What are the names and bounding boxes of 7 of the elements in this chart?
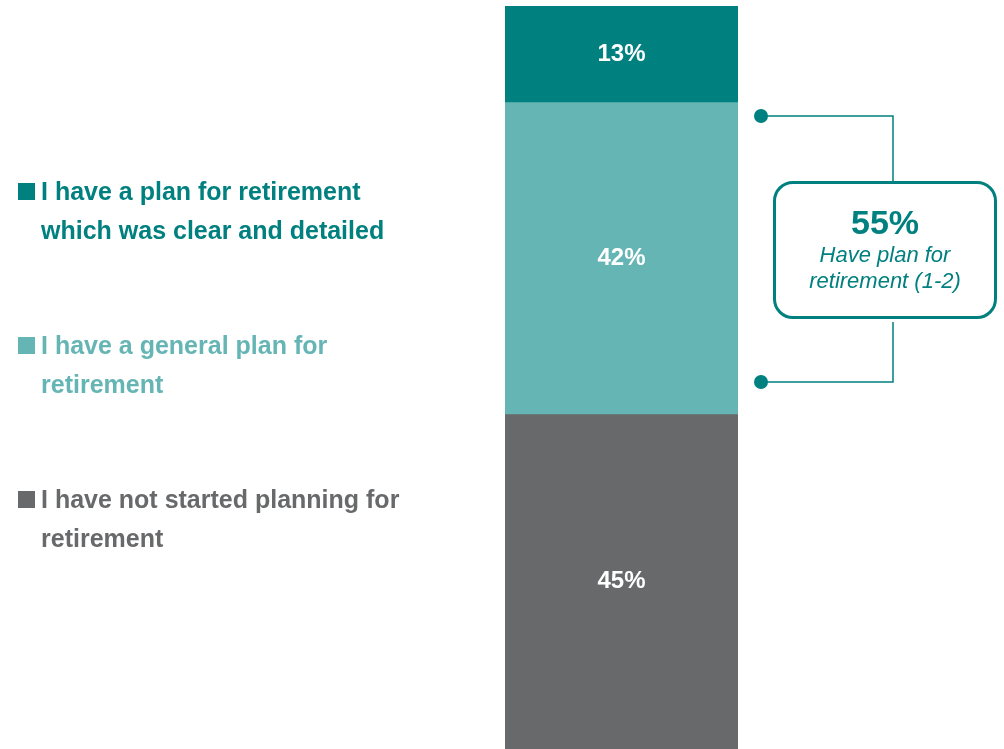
legend-label: I have not started planning for retirement xyxy=(41,484,401,554)
data-label: 42% xyxy=(597,243,646,271)
data-label: 13% xyxy=(597,38,646,66)
legend-label: I have a plan for retirement which was clear and detailed xyxy=(41,176,386,246)
data-label: 45% xyxy=(597,566,646,594)
callout-box: 55% Have plan for retirement (1-2) xyxy=(773,181,997,319)
legend-label: I have a general plan for retirement xyxy=(41,330,329,400)
